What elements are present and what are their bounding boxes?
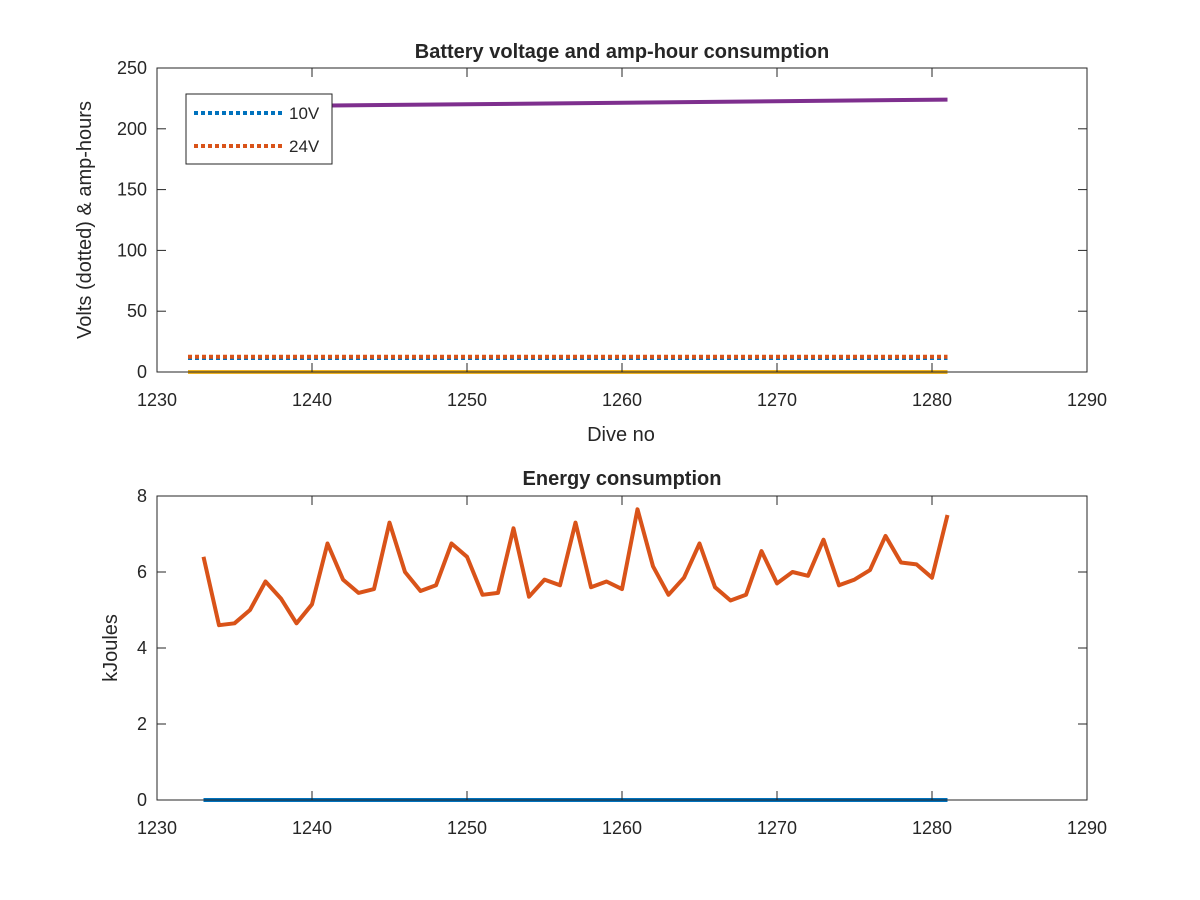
energy-x-tick-label: 1240 — [292, 818, 332, 838]
energy-y-tick-label: 6 — [137, 562, 147, 582]
battery-y-tick-label: 50 — [127, 301, 147, 321]
battery-y-tick-label: 150 — [117, 180, 147, 200]
battery-x-tick-label: 1230 — [137, 390, 177, 410]
energy-chart: 1230 1240 1250 1260 1270 1280 1290 0 2 4 6 8 Energy… — [100, 468, 1107, 838]
energy-series-line-1 — [201, 507, 950, 628]
energy-x-tick-label: 1280 — [912, 818, 952, 838]
energy-x-tick-label: 1290 — [1067, 818, 1107, 838]
energy-x-tick-label: 1230 — [137, 818, 177, 838]
battery-x-tick-label: 1240 — [292, 390, 332, 410]
energy-x-tick-label: 1270 — [757, 818, 797, 838]
battery-x-tick-label: 1260 — [602, 390, 642, 410]
battery-chart: 1230 1240 1250 1260 1270 1280 1290 0 50 100 150 200… — [74, 41, 1107, 446]
battery-y-tick-label: 0 — [137, 362, 147, 382]
energy-y-tick-label: 0 — [137, 790, 147, 810]
battery-y-tick-label: 250 — [117, 58, 147, 78]
battery-x-tick-label: 1270 — [757, 390, 797, 410]
battery-x-axis-label: Dive no — [587, 424, 655, 446]
energy-y-tick-label: 4 — [137, 638, 147, 658]
battery-x-tick-label: 1280 — [912, 390, 952, 410]
battery-chart-title: Battery voltage and amp-hour consumption — [415, 41, 829, 63]
energy-x-tick-label: 1250 — [447, 818, 487, 838]
battery-y-axis-label: Volts (dotted) & amp-hours — [74, 101, 96, 339]
battery-x-tick-label: 1290 — [1067, 390, 1107, 410]
energy-y-axis-label: kJoules — [100, 614, 122, 682]
energy-y-tick-label: 8 — [137, 486, 147, 506]
legend-label-10v: 10V — [289, 104, 320, 123]
battery-y-tick-label: 200 — [117, 119, 147, 139]
battery-y-tick-label: 100 — [117, 240, 147, 260]
legend-label-24v: 24V — [289, 137, 320, 156]
legend-box — [185, 93, 333, 165]
battery-legend: 10V 24V — [185, 93, 333, 165]
energy-ticks: 1230 1240 1250 1260 1270 1280 1290 0 2 4 6 8 — [137, 486, 1107, 838]
battery-ticks: 1230 1240 1250 1260 1270 1280 1290 0 50 100 150 200… — [117, 58, 1107, 410]
energy-chart-title: Energy consumption — [523, 468, 722, 490]
energy-x-tick-label: 1260 — [602, 818, 642, 838]
energy-y-tick-label: 2 — [137, 714, 147, 734]
battery-x-tick-label: 1250 — [447, 390, 487, 410]
